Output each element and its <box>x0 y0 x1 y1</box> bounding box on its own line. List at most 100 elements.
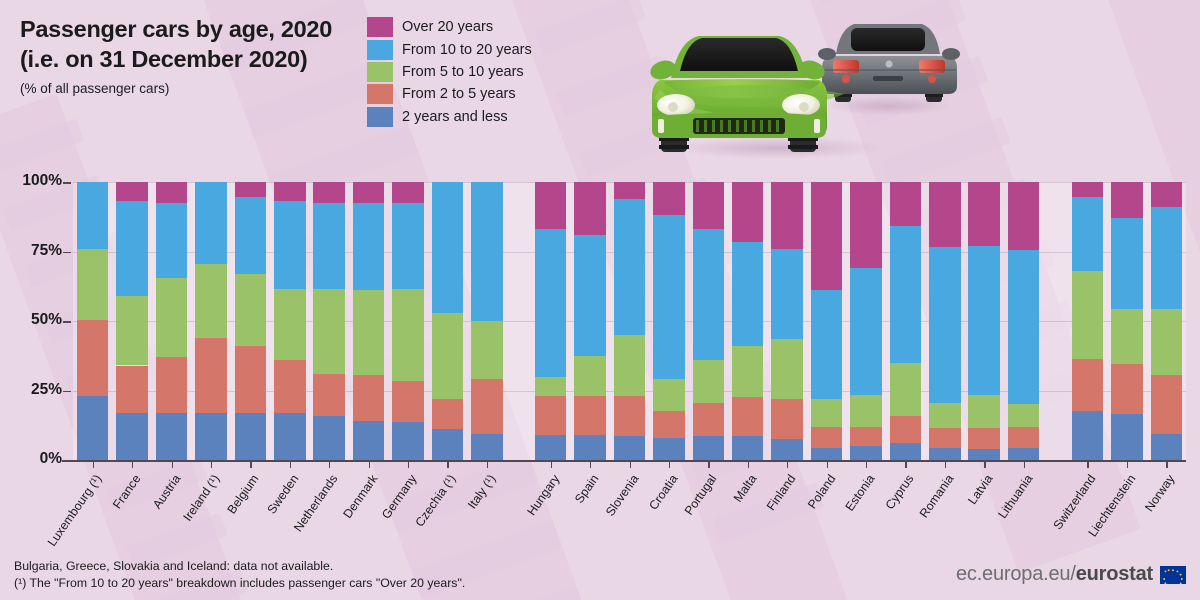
bar-segment-y2to5 <box>653 411 685 438</box>
bar-latvia[interactable] <box>968 182 1000 460</box>
bar-hungary[interactable] <box>534 182 567 460</box>
x-tick <box>1023 460 1025 468</box>
bar-portugal[interactable] <box>692 182 725 460</box>
bar-austria[interactable] <box>155 182 188 460</box>
bar-segment-le2 <box>731 436 764 460</box>
footnote-data-unavailable: Bulgaria, Greece, Slovakia and Iceland: … <box>14 559 334 573</box>
title-block: Passenger cars by age, 2020 (i.e. on 31 … <box>20 14 390 96</box>
bar-denmark[interactable] <box>352 182 385 460</box>
bar-belgium[interactable] <box>234 182 267 460</box>
bar-spain[interactable] <box>574 182 606 460</box>
bar-segment-y2to5 <box>613 396 646 437</box>
eurostat-brand[interactable]: ec.europa.eu/eurostat <box>955 563 1186 589</box>
bar-lithuania[interactable] <box>1007 182 1040 460</box>
bar-segment-le2 <box>352 421 385 460</box>
bar-segment-y10to20 <box>613 198 646 335</box>
bar-luxembourg[interactable] <box>76 182 109 460</box>
bar-liechtenstein[interactable] <box>1111 182 1143 460</box>
cars-illustration <box>630 8 980 160</box>
bar-segment-y5to10 <box>313 289 345 374</box>
x-tick <box>368 460 370 468</box>
bar-segment-y10to20 <box>692 229 725 360</box>
bar-segment-y2to5 <box>1150 375 1183 434</box>
bar-ireland[interactable] <box>195 182 227 460</box>
legend-swatch-over20 <box>367 17 393 38</box>
bar-segment-y10to20 <box>392 202 424 290</box>
legend-item-y2to5[interactable]: From 2 to 5 years <box>367 83 532 105</box>
bar-norway[interactable] <box>1150 182 1183 460</box>
bar-segment-le2 <box>471 433 503 460</box>
bar-segment-over20 <box>155 182 188 203</box>
bar-segment-over20 <box>274 182 306 202</box>
bar-poland[interactable] <box>810 182 843 460</box>
bar-estonia[interactable] <box>850 182 882 460</box>
bar-segment-y10to20 <box>653 215 685 380</box>
bar-segment-le2 <box>431 429 464 460</box>
bar-segment-y2to5 <box>392 380 424 423</box>
bar-segment-y5to10 <box>471 321 503 380</box>
bar-segment-y5to10 <box>1111 308 1143 365</box>
chart-legend: Over 20 years From 10 to 20 years From 5 t… <box>367 16 532 128</box>
bar-finland[interactable] <box>771 182 803 460</box>
legend-label-y5to10: From 5 to 10 years <box>402 63 524 80</box>
bar-switzerland[interactable] <box>1071 182 1104 460</box>
bar-segment-y10to20 <box>968 245 1000 395</box>
y-tick-mark-25 <box>63 390 71 393</box>
x-tick <box>747 460 750 468</box>
bar-sweden[interactable] <box>274 182 306 460</box>
bar-segment-y10to20 <box>534 229 567 377</box>
bar-romania[interactable] <box>929 182 961 460</box>
bar-segment-y10to20 <box>352 202 385 291</box>
bar-malta[interactable] <box>731 182 764 460</box>
bar-segment-y2to5 <box>534 396 567 435</box>
bar-italy[interactable] <box>471 182 503 460</box>
bar-segment-le2 <box>313 415 345 460</box>
bar-segment-le2 <box>76 396 109 460</box>
legend-swatch-y10to20 <box>367 39 393 60</box>
bar-germany[interactable] <box>392 182 424 460</box>
bar-segment-over20 <box>116 182 148 202</box>
bar-segment-y2to5 <box>234 346 267 413</box>
legend-item-le2[interactable]: 2 years and less <box>367 106 532 128</box>
y-tick-mark-100 <box>63 182 71 184</box>
legend-item-over20[interactable]: Over 20 years <box>367 16 532 38</box>
y-tick-label-75: 75% <box>30 241 62 259</box>
bar-segment-le2 <box>116 412 148 460</box>
bar-segment-over20 <box>692 182 725 230</box>
bar-segment-y2to5 <box>431 398 464 430</box>
x-tick <box>865 460 868 468</box>
bar-segment-y2to5 <box>889 415 922 444</box>
x-tick <box>132 460 134 468</box>
bar-cyprus[interactable] <box>889 182 922 460</box>
legend-item-y5to10[interactable]: From 5 to 10 years <box>367 61 532 83</box>
bar-segment-y10to20 <box>771 248 803 340</box>
x-tick <box>590 460 592 468</box>
x-tick <box>826 460 828 468</box>
bar-segment-y2to5 <box>1007 426 1040 448</box>
bar-segment-y2to5 <box>692 403 725 437</box>
bar-segment-le2 <box>392 422 424 460</box>
bar-segment-le2 <box>929 447 961 460</box>
x-tick <box>486 460 489 468</box>
legend-item-y10to20[interactable]: From 10 to 20 years <box>367 38 532 60</box>
bar-segment-y5to10 <box>731 346 764 398</box>
bar-croatia[interactable] <box>653 182 685 460</box>
bar-segment-y5to10 <box>889 362 922 416</box>
grey-car <box>818 24 960 115</box>
bar-france[interactable] <box>116 182 148 460</box>
bar-netherlands[interactable] <box>313 182 345 460</box>
bar-segment-le2 <box>613 436 646 460</box>
bar-segment-le2 <box>653 437 685 460</box>
bar-segment-y2to5 <box>771 398 803 440</box>
x-tick <box>629 460 631 468</box>
y-tick-label-0: 0% <box>39 450 62 467</box>
bar-segment-le2 <box>274 412 306 460</box>
legend-swatch-le2 <box>367 106 393 127</box>
brand-prefix: ec.europa.eu/ <box>955 563 1076 585</box>
bar-segment-y5to10 <box>352 290 385 376</box>
bar-segment-y10to20 <box>274 201 306 290</box>
bar-segment-y2to5 <box>195 337 227 413</box>
bar-slovenia[interactable] <box>613 182 646 460</box>
bar-czechia[interactable] <box>431 182 464 460</box>
